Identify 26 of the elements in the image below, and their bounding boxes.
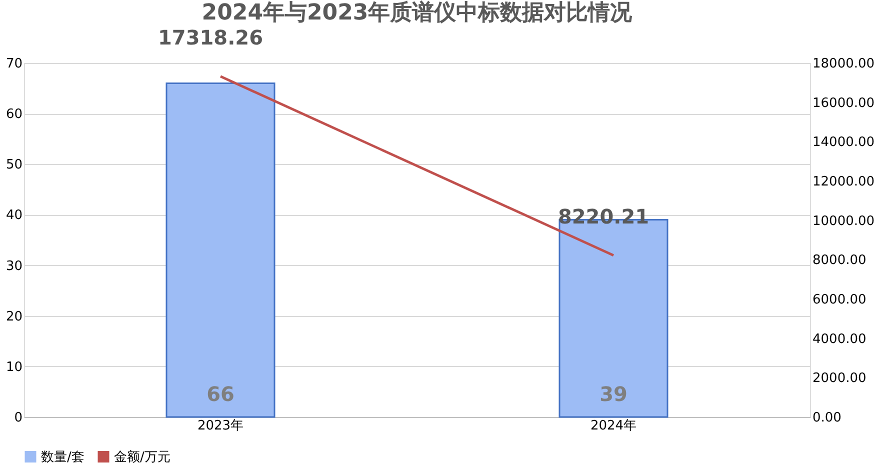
x-tick-label: 2024年: [590, 418, 637, 434]
data-label: 17318.26: [158, 25, 264, 50]
y-tick-label: 0: [14, 410, 22, 426]
y2-tick-label: 18000.00: [812, 56, 875, 72]
y2-tick-label: 10000.00: [812, 214, 875, 229]
y-tick-label: 60: [6, 107, 22, 122]
y2-tick-label: 6000.00: [812, 292, 866, 308]
y2-tick-label: 14000.00: [812, 135, 875, 150]
legend-label: 金额/万元: [114, 450, 170, 465]
data-label: 66: [206, 382, 234, 406]
y2-tick-label: 0.00: [812, 410, 842, 426]
y-tick-label: 10: [6, 360, 22, 375]
x-tick-label: 2023年: [197, 418, 244, 434]
y-tick-label: 40: [6, 208, 22, 224]
y-tick-label: 70: [6, 56, 22, 72]
data-label: 39: [600, 382, 628, 406]
y2-tick-label: 4000.00: [812, 332, 866, 347]
y2-tick-label: 12000.00: [812, 174, 875, 190]
legend-label: 数量/套: [41, 450, 84, 465]
y2-tick-label: 16000.00: [812, 96, 875, 111]
y-tick-label: 50: [6, 158, 22, 173]
y2-tick-label: 2000.00: [812, 371, 866, 386]
y2-tick-label: 8000.00: [812, 253, 866, 268]
chart-title: 2024年与2023年质谱仪中标数据对比情况: [202, 0, 634, 26]
y-tick-label: 30: [6, 258, 22, 274]
y-tick-label: 20: [6, 309, 22, 324]
